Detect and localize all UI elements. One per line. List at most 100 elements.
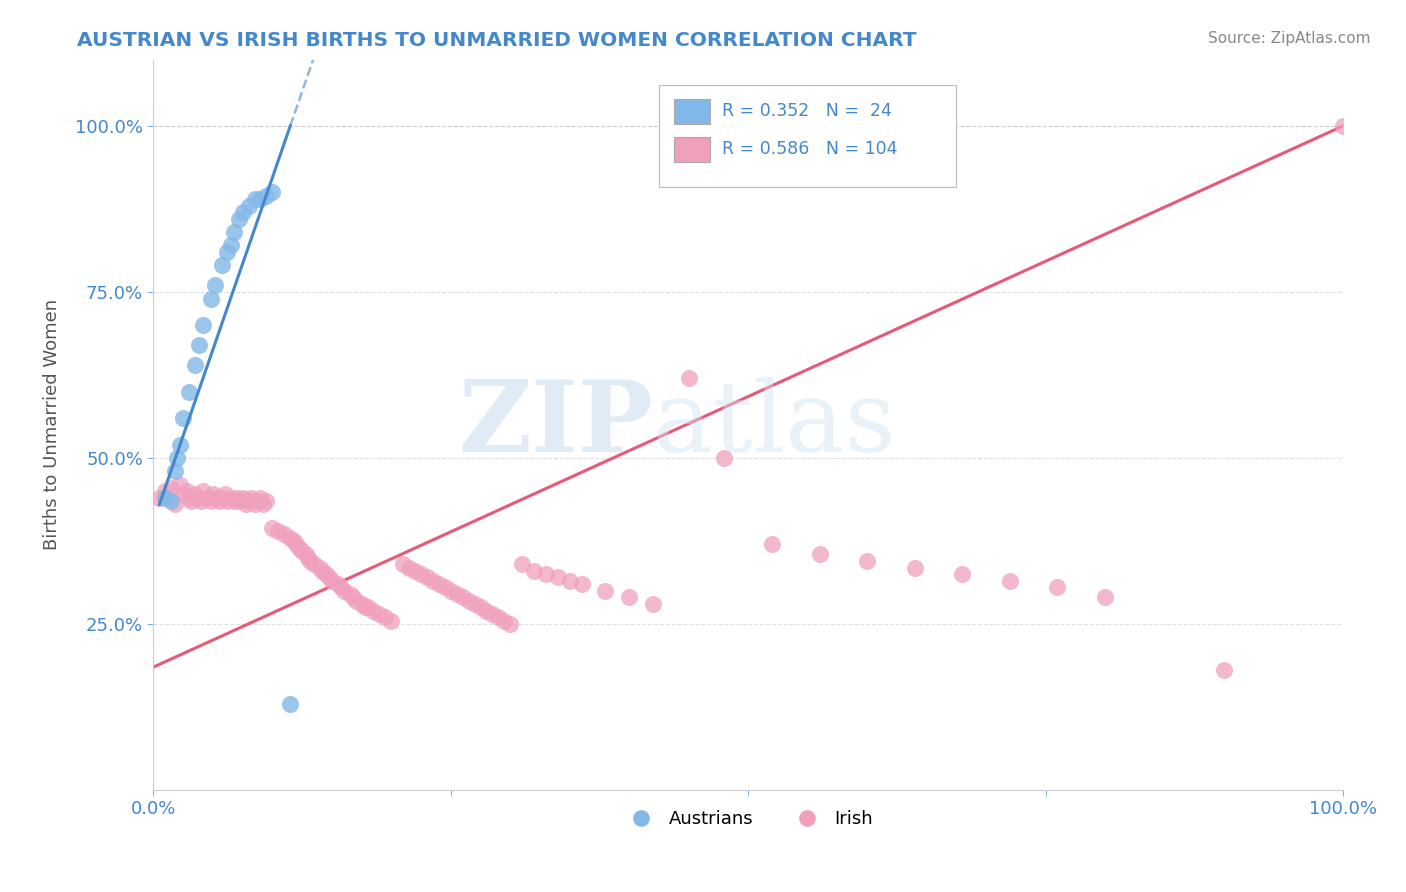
Point [344, 593, 367, 607]
Point [339, 587, 361, 601]
Point [160, 481, 183, 495]
Point [262, 186, 284, 200]
Point [427, 577, 450, 591]
Point [311, 564, 333, 578]
Point [446, 587, 468, 601]
Point [214, 487, 236, 501]
Point [494, 614, 516, 628]
Point [1094, 591, 1116, 605]
Point [200, 494, 222, 508]
Point [297, 550, 319, 565]
Text: atlas: atlas [652, 376, 896, 473]
Point [278, 697, 301, 711]
Point [998, 574, 1021, 588]
Text: ZIP: ZIP [458, 376, 652, 474]
Point [204, 491, 226, 505]
Point [283, 533, 305, 548]
Text: Source: ZipAtlas.com: Source: ZipAtlas.com [1208, 31, 1371, 46]
Point [571, 577, 593, 591]
Point [641, 597, 664, 611]
Point [356, 600, 378, 615]
Point [169, 438, 191, 452]
Point [363, 604, 385, 618]
Point [273, 527, 295, 541]
FancyBboxPatch shape [675, 137, 710, 161]
Point [354, 600, 377, 615]
Point [464, 597, 486, 611]
Point [318, 570, 340, 584]
Point [392, 557, 415, 571]
Point [172, 487, 194, 501]
Point [217, 494, 239, 508]
Point [252, 498, 274, 512]
Point [232, 205, 254, 219]
Point [374, 610, 396, 624]
Point [713, 450, 735, 465]
Point [155, 491, 177, 505]
Point [239, 491, 262, 505]
Point [148, 491, 170, 505]
Point [190, 494, 212, 508]
Point [486, 610, 509, 624]
Point [160, 494, 183, 508]
Point [193, 318, 215, 333]
Point [1331, 119, 1354, 133]
Point [404, 564, 426, 578]
Legend: Austrians, Irish: Austrians, Irish [616, 803, 880, 836]
Point [368, 607, 391, 621]
Point [326, 577, 349, 591]
Point [558, 574, 581, 588]
Point [204, 278, 226, 293]
Point [332, 583, 354, 598]
Point [228, 211, 250, 226]
Point [321, 574, 343, 588]
Point [179, 491, 201, 505]
Point [285, 537, 308, 551]
Point [1213, 664, 1236, 678]
Point [224, 225, 246, 239]
Text: R = 0.352   N =  24: R = 0.352 N = 24 [723, 102, 891, 120]
Point [678, 371, 700, 385]
Point [200, 292, 222, 306]
Point [187, 338, 209, 352]
Point [254, 188, 277, 202]
Point [187, 491, 209, 505]
Point [193, 484, 215, 499]
Point [166, 450, 188, 465]
Point [155, 484, 177, 499]
Point [163, 498, 186, 512]
Point [330, 581, 353, 595]
Point [225, 491, 247, 505]
Point [169, 477, 191, 491]
Point [475, 604, 498, 618]
Point [267, 524, 290, 538]
Point [761, 537, 783, 551]
Point [904, 560, 927, 574]
Point [534, 567, 557, 582]
Point [315, 567, 337, 582]
Point [249, 491, 271, 505]
Point [243, 192, 266, 206]
Point [595, 583, 617, 598]
FancyBboxPatch shape [675, 99, 710, 124]
Point [433, 581, 456, 595]
Point [1046, 581, 1069, 595]
Point [235, 498, 257, 512]
Point [224, 494, 246, 508]
Point [451, 591, 474, 605]
Point [262, 521, 284, 535]
Point [176, 484, 198, 499]
Point [172, 411, 194, 425]
Point [238, 199, 260, 213]
Point [254, 494, 277, 508]
Point [180, 494, 202, 508]
Point [219, 238, 242, 252]
Point [950, 567, 973, 582]
Point [219, 491, 242, 505]
Y-axis label: Births to Unmarried Women: Births to Unmarried Women [44, 299, 60, 550]
Point [163, 464, 186, 478]
Point [195, 491, 218, 505]
Point [184, 487, 207, 501]
Point [481, 607, 503, 621]
Point [856, 554, 879, 568]
